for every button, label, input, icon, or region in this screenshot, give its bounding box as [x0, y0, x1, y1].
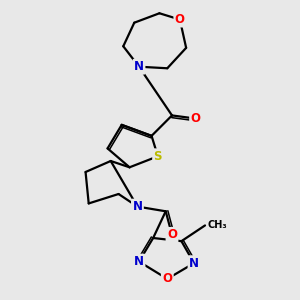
Text: N: N [132, 200, 142, 213]
Text: N: N [189, 257, 199, 270]
Text: S: S [154, 150, 162, 163]
Text: O: O [175, 13, 185, 26]
Text: N: N [134, 60, 144, 73]
Text: O: O [162, 272, 172, 285]
Text: N: N [134, 255, 144, 268]
Text: O: O [167, 228, 177, 242]
Text: CH₃: CH₃ [208, 220, 227, 230]
Text: O: O [190, 112, 201, 125]
